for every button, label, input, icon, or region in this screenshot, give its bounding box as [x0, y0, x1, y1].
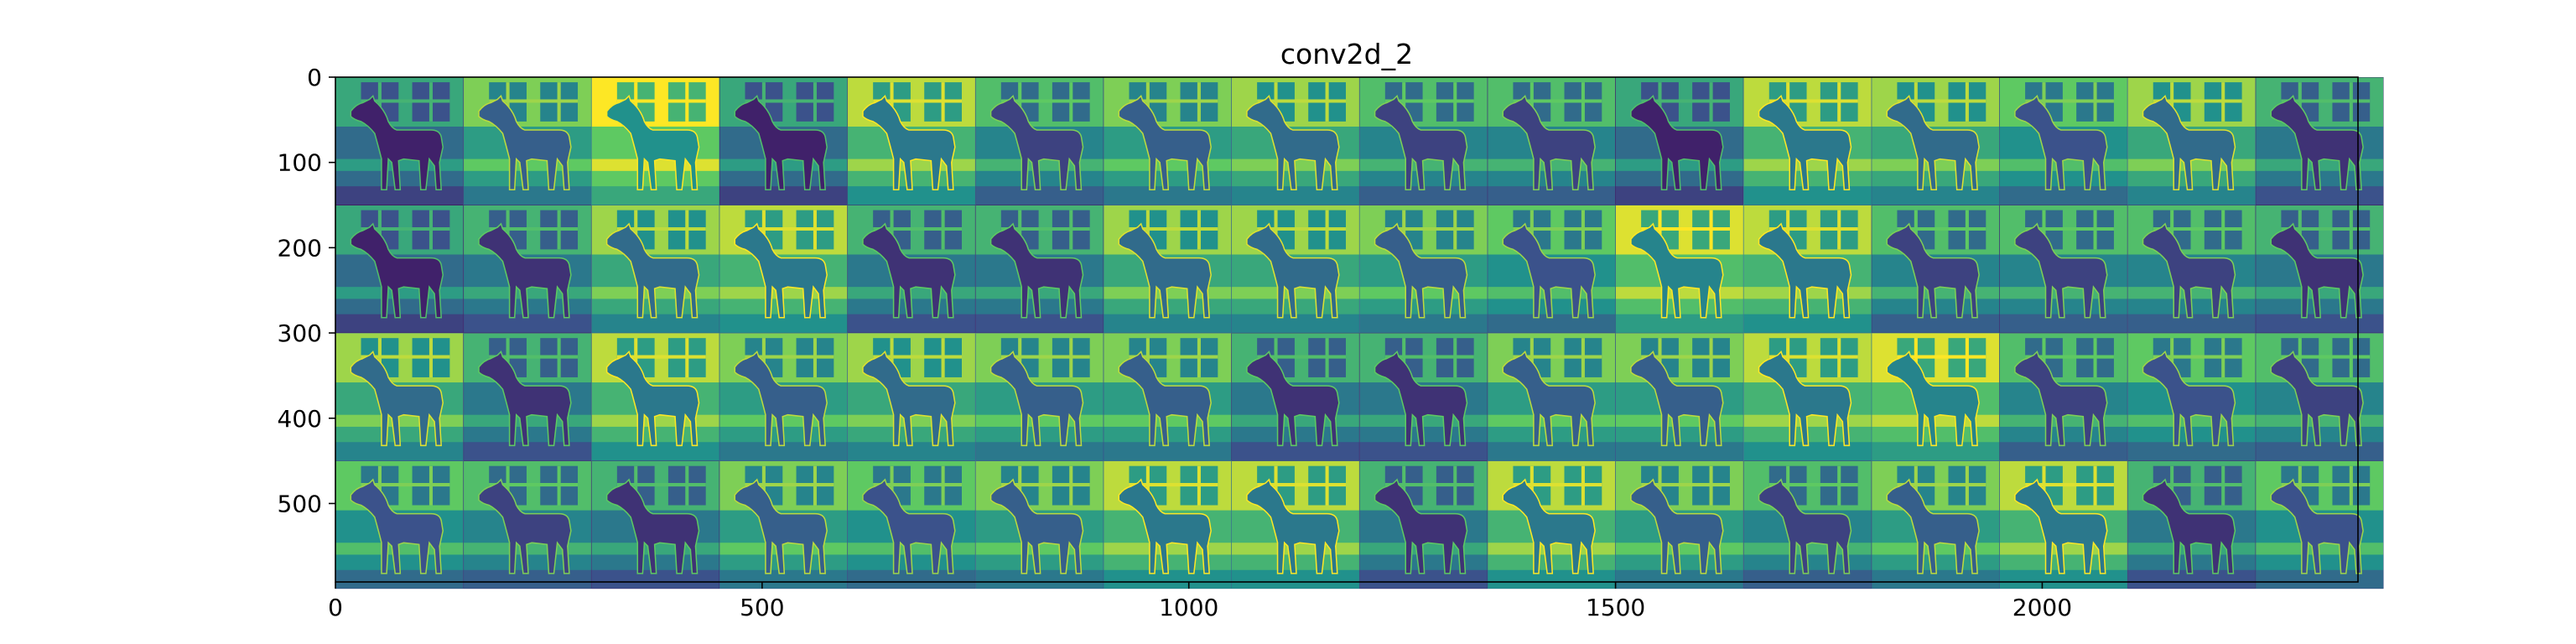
- feature-map-tile: [591, 205, 719, 334]
- feature-map-tile: [1359, 333, 1488, 461]
- y-tick-label: 300: [278, 319, 322, 347]
- feature-map-tile: [719, 77, 848, 205]
- feature-map-tile: [1231, 333, 1360, 461]
- feature-map-tile: [1103, 460, 1232, 589]
- feature-map-tile: [1615, 333, 1744, 461]
- feature-map-tile: [1999, 205, 2128, 334]
- image-grid: [335, 77, 2384, 589]
- feature-map-tile: [1615, 77, 1744, 205]
- x-tick-label: 2000: [2012, 594, 2072, 621]
- y-tick-label: 0: [307, 64, 322, 91]
- x-tick-label: 1500: [1586, 594, 1645, 621]
- feature-map-tile: [335, 333, 464, 461]
- feature-map-tile: [975, 205, 1104, 334]
- feature-map-tile: [1231, 460, 1360, 589]
- feature-map-tile: [975, 333, 1104, 461]
- feature-map-tile: [1999, 460, 2128, 589]
- y-tick-label: 100: [278, 149, 322, 177]
- feature-map-tile: [591, 77, 719, 205]
- feature-map-tile: [1359, 460, 1488, 589]
- feature-map-tile: [463, 460, 592, 589]
- feature-map-tile: [719, 460, 848, 589]
- feature-map-tile: [1231, 205, 1360, 334]
- feature-map-tile: [2255, 333, 2384, 461]
- feature-map-tile: [463, 205, 592, 334]
- feature-map-tile: [847, 333, 976, 461]
- feature-map-tile: [1359, 77, 1488, 205]
- feature-map-tile: [591, 460, 719, 589]
- feature-map-tile: [1871, 333, 2000, 461]
- feature-map-tile: [591, 333, 719, 461]
- feature-map-tile: [335, 460, 464, 589]
- feature-map-tile: [1871, 205, 2000, 334]
- feature-map-tile: [463, 77, 592, 205]
- feature-map-tile: [1231, 77, 1360, 205]
- y-axis: 0 100 200 300 400 500: [278, 64, 335, 517]
- feature-map-tile: [2127, 77, 2256, 205]
- y-tick-label: 500: [278, 490, 322, 517]
- feature-map-tile: [2127, 460, 2256, 589]
- feature-map-tile: [2255, 77, 2384, 205]
- y-tick-label: 200: [278, 234, 322, 262]
- feature-map-tile: [2255, 205, 2384, 334]
- feature-map-tile: [1871, 77, 2000, 205]
- feature-map-tile: [1103, 333, 1232, 461]
- feature-map-tile: [1359, 205, 1488, 334]
- x-tick-label: 1000: [1159, 594, 1218, 621]
- feature-map-tile: [847, 77, 976, 205]
- feature-map-tile: [719, 205, 848, 334]
- feature-map-tile: [1743, 333, 1872, 461]
- feature-map-tile: [1999, 333, 2128, 461]
- x-tick-label: 500: [740, 594, 784, 621]
- feature-map-tile: [975, 77, 1104, 205]
- feature-map-tile: [1487, 333, 1616, 461]
- feature-map-tile: [335, 205, 464, 334]
- feature-map-tile: [847, 205, 976, 334]
- figure-title: conv2d_2: [1280, 38, 1413, 70]
- feature-map-tile: [1743, 77, 1872, 205]
- feature-map-tile: [1103, 77, 1232, 205]
- x-tick-label: 0: [328, 594, 343, 621]
- feature-map-tile: [719, 333, 848, 461]
- feature-map-tile: [1487, 77, 1616, 205]
- feature-map-tile: [1615, 205, 1744, 334]
- feature-map-tile: [1743, 460, 1872, 589]
- feature-map-tile: [975, 460, 1104, 589]
- feature-map-tile: [1103, 205, 1232, 334]
- feature-map-tile: [2127, 205, 2256, 334]
- feature-map-tile: [847, 460, 976, 589]
- feature-map-tile: [335, 77, 464, 205]
- x-axis: 0 500 1000 1500 2000: [328, 582, 2072, 621]
- axes-frame: [335, 76, 2359, 583]
- feature-map-tile: [2127, 333, 2256, 461]
- feature-map-tile: [463, 333, 592, 461]
- feature-map-tile: [2255, 460, 2384, 589]
- y-tick-label: 400: [278, 405, 322, 433]
- feature-map-tile: [1999, 77, 2128, 205]
- feature-map-tile: [1743, 205, 1872, 334]
- feature-map-tile: [1487, 460, 1616, 589]
- feature-map-tile: [1871, 460, 2000, 589]
- feature-map-tile: [1615, 460, 1744, 589]
- feature-map-tile: [1487, 205, 1616, 334]
